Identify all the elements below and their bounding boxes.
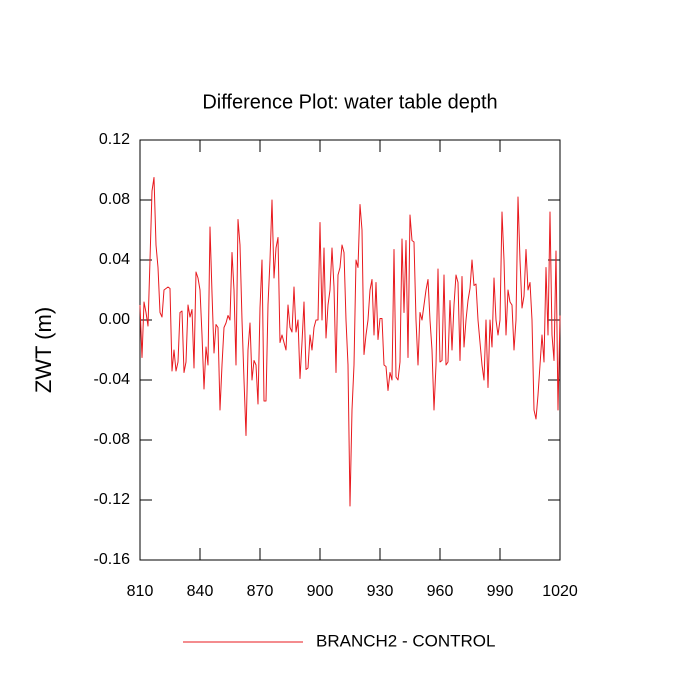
x-tick-label: 840 [187,583,214,600]
y-tick-label: 0.00 [99,311,130,328]
x-tick-label: 960 [427,583,454,600]
y-tick-label: 0.08 [99,191,130,208]
y-tick-label: -0.08 [94,431,131,448]
y-tick-label: 0.12 [99,131,130,148]
x-tick-label: 900 [307,583,334,600]
x-tick-label: 990 [487,583,514,600]
chart-title: Difference Plot: water table depth [202,91,497,113]
y-tick-label: -0.16 [94,551,131,568]
y-axis-label: ZWT (m) [31,307,56,393]
x-tick-label: 930 [367,583,394,600]
data-line [139,177,561,507]
y-tick-label: 0.04 [99,251,130,268]
legend-label: BRANCH2 - CONTROL [316,631,495,650]
x-tick-label: 1020 [542,583,578,600]
x-tick-label: 870 [247,583,274,600]
y-tick-label: -0.12 [94,491,131,508]
plot-frame [139,139,561,561]
x-tick-label: 810 [127,583,154,600]
y-tick-label: -0.04 [94,371,131,388]
